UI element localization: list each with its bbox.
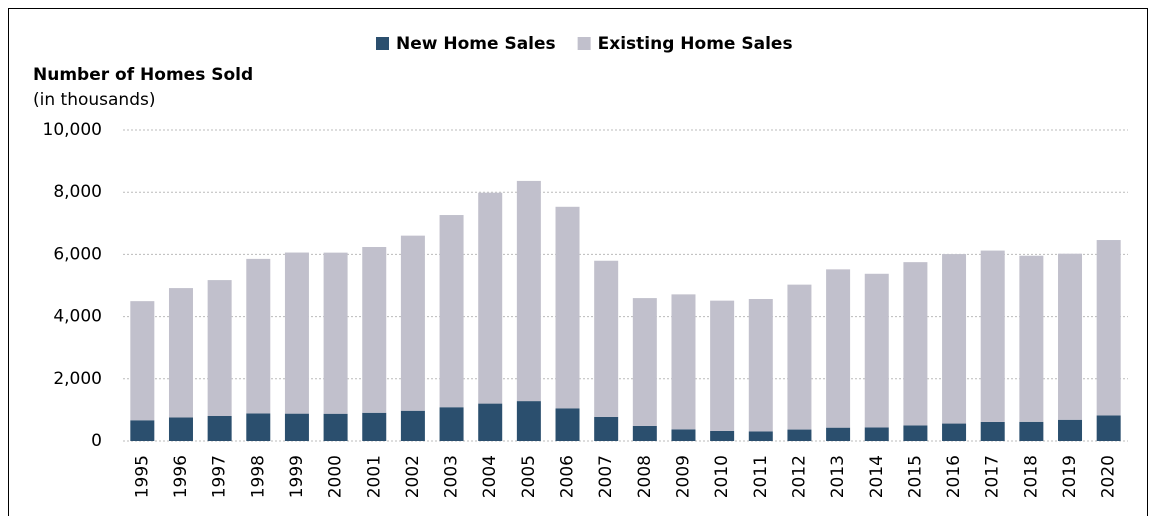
x-tick-label: 2004 <box>480 455 500 498</box>
x-tick-label: 2009 <box>673 455 693 498</box>
x-tick-label: 2001 <box>364 455 384 498</box>
bar-segment <box>439 215 464 408</box>
x-tick-label: 1997 <box>210 455 230 498</box>
bar-segment <box>1019 255 1044 422</box>
bar-segment <box>632 298 657 426</box>
bar-segment <box>168 417 193 441</box>
x-tick-label: 2007 <box>596 455 616 498</box>
bar-segment <box>787 429 812 441</box>
y-tick-label: 10,000 <box>43 120 102 140</box>
x-tick-label: 2014 <box>867 455 887 498</box>
y-tick-label: 6,000 <box>53 244 102 264</box>
bar-segment <box>632 425 657 441</box>
bar-segment <box>362 412 387 441</box>
x-tick-label: 2017 <box>983 455 1003 498</box>
bar-segment <box>207 415 232 441</box>
frame <box>8 8 1148 516</box>
bar-segment <box>748 431 773 441</box>
bar-segment <box>130 420 155 441</box>
bar-segment <box>323 252 348 414</box>
bar-segment <box>980 421 1005 441</box>
x-tick-label: 2011 <box>751 455 771 498</box>
y-tick-label: 8,000 <box>53 182 102 202</box>
bar-segment <box>671 294 696 430</box>
bar-segment <box>246 258 271 414</box>
bar-segment <box>594 260 619 417</box>
x-tick-label: 2008 <box>635 455 655 498</box>
bar-segment <box>942 254 967 424</box>
x-tick-label: 2016 <box>944 455 964 498</box>
x-tick-label: 1995 <box>132 455 152 498</box>
legend-label: New Home Sales <box>396 34 556 54</box>
bar-segment <box>284 413 309 441</box>
y-axis-title: Number of Homes Sold <box>33 65 253 85</box>
bar-segment <box>207 280 232 416</box>
bar-segment <box>864 427 889 441</box>
bar-segment <box>1019 421 1044 441</box>
x-tick-label: 2013 <box>828 455 848 498</box>
y-tick-label: 2,000 <box>53 369 102 389</box>
bar-segment <box>555 206 580 409</box>
bar-segment <box>826 427 851 441</box>
bar-segment <box>400 410 425 441</box>
bar-segment <box>1096 240 1121 416</box>
x-tick-label: 1996 <box>171 455 191 498</box>
bar-segment <box>710 300 735 431</box>
bar-segment <box>478 403 503 441</box>
bar-segment <box>555 408 580 441</box>
x-tick-label: 1998 <box>248 455 268 498</box>
bar-segment <box>942 423 967 441</box>
bar-segment <box>903 425 928 441</box>
bar-segment <box>748 298 773 432</box>
bar-segment <box>1058 253 1083 420</box>
x-tick-label: 1999 <box>287 455 307 498</box>
y-tick-label: 0 <box>91 431 102 451</box>
y-tick-label: 4,000 <box>53 307 102 327</box>
x-tick-label: 2003 <box>442 455 462 498</box>
bar-segment <box>400 235 425 411</box>
bar-segment <box>1096 415 1121 441</box>
bar-segment <box>903 262 928 426</box>
bar-segment <box>864 273 889 428</box>
x-tick-label: 2005 <box>519 455 539 498</box>
bar-segment <box>1058 419 1083 441</box>
x-tick-label: 2002 <box>403 455 423 498</box>
bar-segment <box>826 269 851 428</box>
bar-segment <box>478 192 503 404</box>
bar-segment <box>516 401 541 441</box>
x-tick-label: 2000 <box>326 455 346 498</box>
legend-swatch <box>577 37 591 50</box>
x-tick-label: 2006 <box>558 455 578 498</box>
bar-segment <box>323 413 348 441</box>
bar-segment <box>787 284 812 430</box>
legend-label: Existing Home Sales <box>598 34 793 54</box>
bar-segment <box>439 407 464 441</box>
bar-segment <box>168 288 193 418</box>
x-tick-label: 2012 <box>789 455 809 498</box>
bar-segment <box>980 250 1005 422</box>
bar-segment <box>671 429 696 441</box>
legend-swatch <box>376 37 389 50</box>
y-axis-subtitle: (in thousands) <box>33 90 155 110</box>
x-tick-label: 2019 <box>1060 455 1080 498</box>
bar-segment <box>594 416 619 441</box>
x-tick-label: 2015 <box>905 455 925 498</box>
bar-segment <box>246 413 271 441</box>
x-tick-label: 2020 <box>1099 455 1119 498</box>
x-tick-label: 2010 <box>712 455 732 498</box>
x-tick-label: 2018 <box>1021 455 1041 498</box>
bar-segment <box>130 301 155 421</box>
bar-segment <box>516 180 541 402</box>
bar-segment <box>362 246 387 413</box>
bar-segment <box>284 252 309 414</box>
bar-segment <box>710 430 735 441</box>
